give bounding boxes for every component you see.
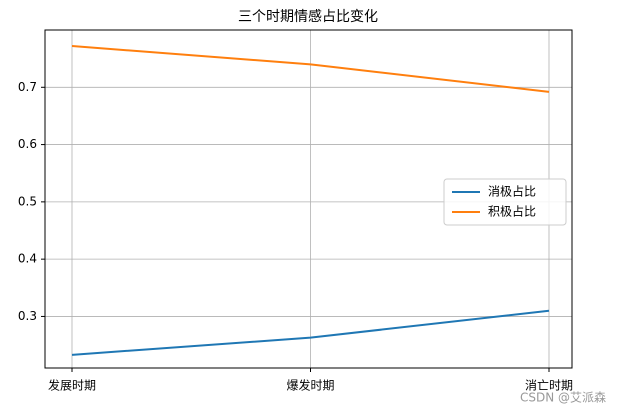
y-tick-label: 0.5 — [18, 194, 37, 208]
x-tick-label: 爆发时期 — [286, 378, 334, 393]
y-tick-label: 0.7 — [18, 80, 37, 94]
legend-box — [443, 178, 567, 226]
y-tick-label: 0.6 — [18, 137, 37, 151]
y-tick-label: 0.4 — [18, 252, 37, 266]
y-tick-label: 0.3 — [18, 309, 37, 323]
chart-title: 三个时期情感占比变化 — [238, 8, 378, 25]
x-tick-label: 消亡时期 — [525, 379, 573, 393]
line-series — [71, 309, 550, 356]
watermark: CSDN @艾派森 — [520, 390, 606, 405]
legend-label: 积极占比 — [488, 204, 536, 219]
legend-label: 消极占比 — [488, 184, 536, 199]
axes-frame — [44, 29, 573, 369]
line-series — [71, 45, 550, 93]
x-tick-label: 发展时期 — [48, 378, 96, 393]
